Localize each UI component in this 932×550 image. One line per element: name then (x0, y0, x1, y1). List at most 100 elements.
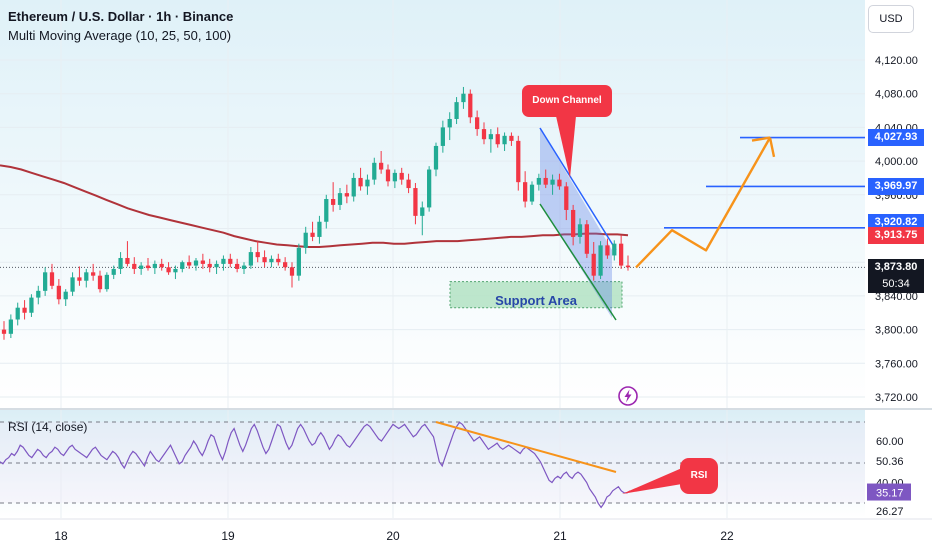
currency-selector-button[interactable]: USD (868, 5, 914, 33)
candle-body (255, 252, 260, 258)
candle-body (591, 253, 596, 276)
candle-body (468, 93, 473, 118)
y-tick-label: 3,800.00 (875, 325, 918, 337)
candle-body (536, 177, 541, 185)
candle-body (475, 117, 480, 130)
candle-body (372, 162, 377, 180)
rsi-y-tick-label: 26.27 (876, 506, 904, 518)
candle-body (187, 262, 192, 266)
candle-body (365, 179, 370, 187)
y-tick-label: 4,000.00 (875, 156, 918, 168)
candle-body (564, 186, 569, 210)
candle-body (543, 177, 548, 185)
candle-body (447, 118, 452, 128)
rsi-value-tag (867, 483, 911, 501)
candle-body (427, 169, 432, 208)
candle-body (317, 221, 322, 237)
rsi-legend[interactable]: RSI (14, close) (8, 420, 88, 434)
candle-body (200, 260, 205, 264)
candle-body (15, 307, 20, 320)
candle-body (557, 179, 562, 187)
support-area-box (449, 281, 623, 309)
candle-body (577, 224, 583, 237)
candle-body (152, 263, 157, 269)
candle-body (605, 245, 610, 256)
down-channel-callout[interactable]: Down Channel (522, 85, 612, 117)
rsi-callout[interactable]: RSI (680, 458, 718, 494)
candle-body (193, 260, 199, 266)
candle-body (111, 268, 116, 275)
candle-body (36, 290, 41, 298)
candle-body (331, 199, 336, 205)
candle-body (488, 134, 493, 140)
candle-body (324, 199, 329, 222)
candle-body (22, 307, 27, 313)
candle-body (29, 297, 34, 313)
lightning-replay-icon[interactable] (617, 385, 639, 407)
candle-body (221, 258, 226, 264)
candle-body (454, 102, 459, 119)
candle-body (173, 268, 178, 273)
y-tick-label: 4,120.00 (875, 55, 918, 67)
candle-body (296, 247, 301, 276)
y-tick-label: 3,720.00 (875, 392, 918, 404)
x-tick-label: 18 (54, 529, 68, 543)
candle-body (598, 245, 603, 276)
candle-body (118, 257, 123, 269)
candle-body (440, 127, 445, 146)
x-tick-label: 20 (386, 529, 400, 543)
chart-title: Ethereum / U.S. Dollar · 1h · Binance (8, 9, 234, 24)
projection-path (635, 137, 772, 269)
candle-body (180, 262, 185, 269)
candle-body (56, 285, 61, 300)
candle-body (104, 274, 109, 290)
candle-body (571, 209, 576, 237)
price-tag-target-2: 3,969.97 (868, 177, 924, 195)
candle-body (433, 145, 439, 170)
down-channel-upper-line (539, 127, 617, 251)
candle-body (406, 179, 411, 189)
candle-body (619, 243, 624, 266)
candle-body (214, 263, 219, 268)
moving-average-line (0, 164, 629, 248)
candle-body (77, 277, 82, 281)
candle-body (625, 265, 631, 268)
candle-body (495, 134, 500, 145)
rsi-series-line (0, 421, 631, 509)
candle-body (166, 267, 171, 273)
y-tick-label: 3,840.00 (875, 291, 918, 303)
rsi-pane-bg (0, 410, 865, 518)
candle-body (289, 267, 295, 276)
candle-body (125, 257, 130, 264)
candle-body (276, 258, 281, 263)
candle-body (516, 140, 521, 183)
price-tag-moving-average: 3,913.75 (868, 227, 924, 244)
candle-body (91, 272, 96, 276)
candle-body (399, 172, 404, 180)
candle-body (303, 232, 308, 248)
projection-arrow-return (768, 137, 776, 158)
indicator-legend[interactable]: Multi Moving Average (10, 25, 50, 100) (8, 28, 232, 43)
candle-body (310, 232, 315, 237)
down-channel-lower-line (539, 203, 617, 321)
candle-body (523, 182, 528, 202)
candle-body (413, 188, 418, 216)
candle-body (392, 172, 397, 182)
price-tag-target-1: 4,027.93 (868, 129, 924, 147)
candle-body (612, 243, 617, 256)
x-tick-label: 22 (720, 529, 734, 543)
candle-body (235, 263, 240, 269)
bar-countdown: 50:34 (868, 275, 924, 293)
candle-body (584, 224, 589, 254)
candle-body (248, 252, 253, 266)
candle-body (420, 207, 425, 216)
y-tick-label: 4,080.00 (875, 89, 918, 101)
candle-body (385, 169, 391, 182)
x-tick-label: 21 (553, 529, 567, 543)
candle-body (351, 177, 356, 197)
candle-body (344, 193, 349, 197)
price-pane-bg (0, 0, 865, 408)
x-tick-label: 19 (221, 529, 235, 543)
